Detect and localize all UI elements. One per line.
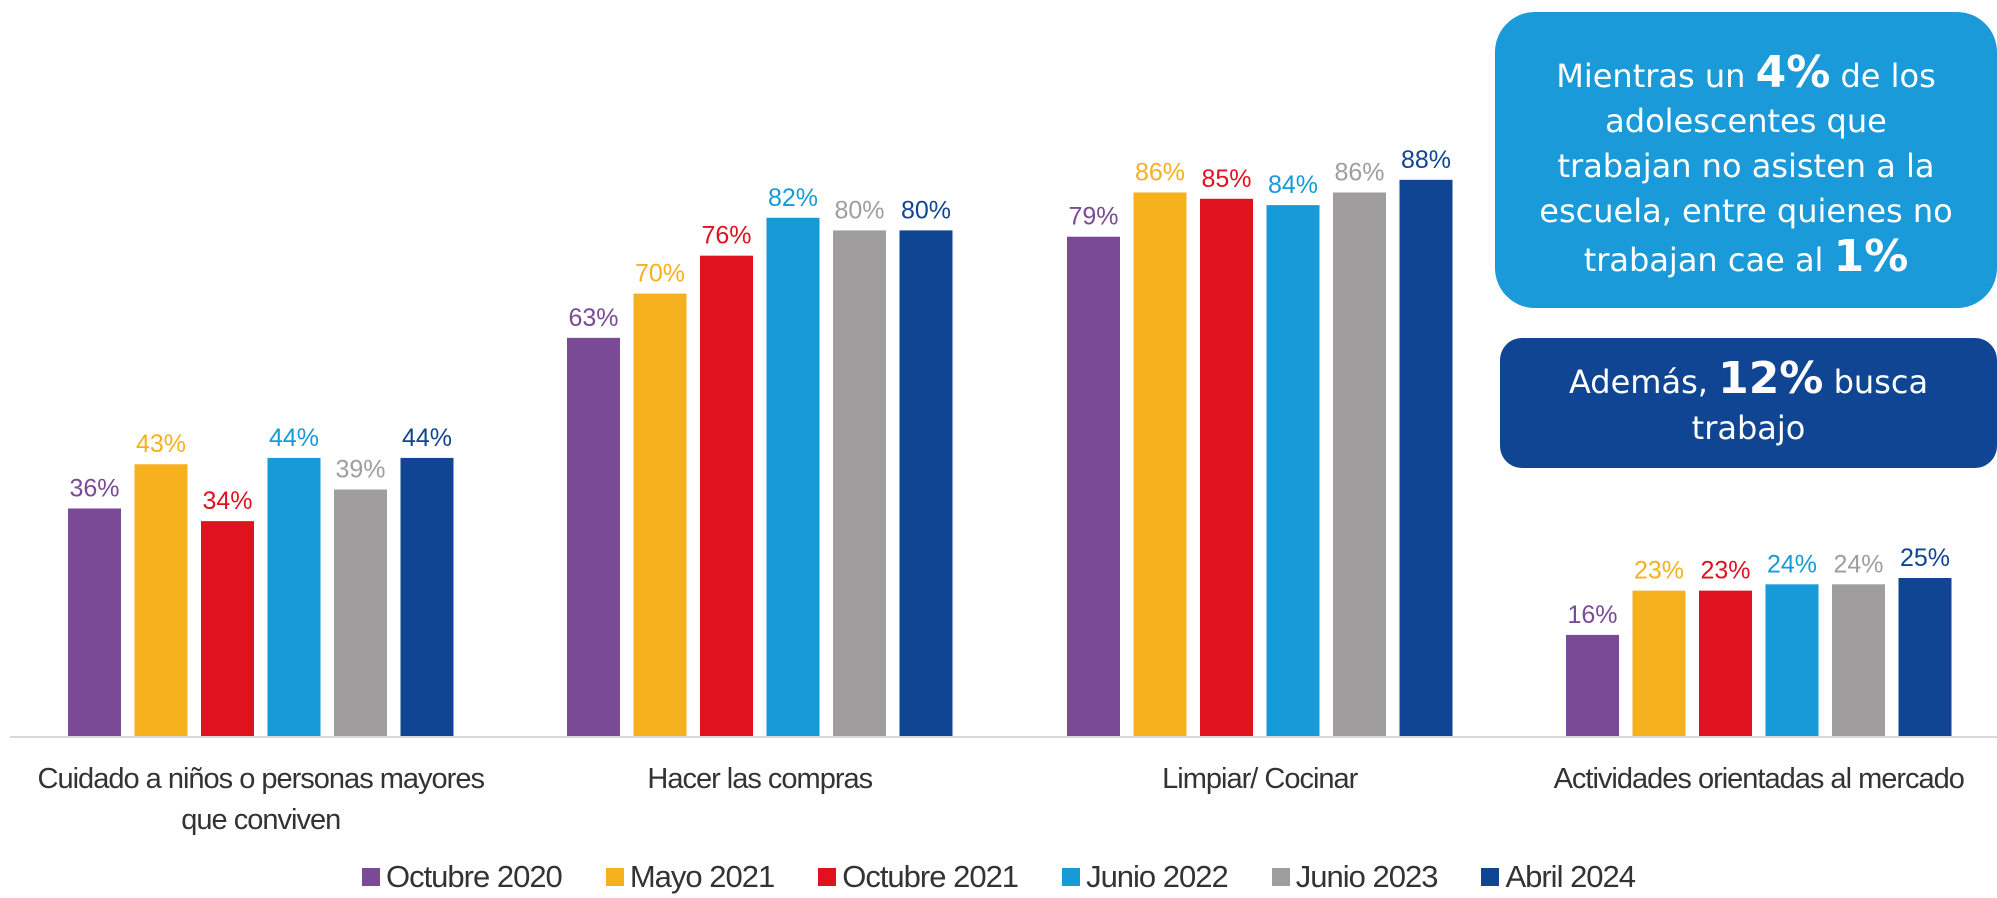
legend-label: Junio 2023 <box>1295 859 1439 894</box>
callout-highlight: 1% <box>1833 231 1909 282</box>
bar <box>201 521 254 736</box>
callout-highlight: 12% <box>1718 353 1824 404</box>
legend-item: Octubre 2020 <box>361 859 563 895</box>
data-label: 43% <box>136 430 186 458</box>
data-label: 24% <box>1833 550 1883 578</box>
legend-swatch <box>605 868 624 886</box>
legend-label: Octubre 2020 <box>385 859 563 894</box>
legend-item: Junio 2022 <box>1062 859 1229 895</box>
data-label: 44% <box>269 424 319 452</box>
bar <box>833 230 886 736</box>
bar <box>1067 236 1120 736</box>
bar <box>400 457 454 736</box>
data-label: 34% <box>202 487 252 515</box>
bar <box>899 230 953 736</box>
bar <box>700 255 753 736</box>
bar <box>1566 634 1619 736</box>
legend-item: Mayo 2021 <box>605 859 775 895</box>
bar <box>134 464 188 736</box>
data-label: 44% <box>402 424 452 452</box>
category-label: que conviven <box>181 804 340 836</box>
legend-swatch <box>1481 868 1500 886</box>
data-label: 39% <box>335 456 385 484</box>
data-label: 88% <box>1401 146 1451 174</box>
category-label: Limpiar/ Cocinar <box>1162 763 1358 795</box>
data-label: 76% <box>701 222 751 250</box>
callout-text: trabajo <box>1691 409 1806 447</box>
callout-highlight: 4% <box>1755 47 1831 98</box>
bar <box>334 489 387 736</box>
data-label: 70% <box>635 260 685 288</box>
bar <box>633 293 687 736</box>
data-label: 85% <box>1201 165 1251 193</box>
data-label: 23% <box>1700 557 1750 585</box>
category-label: Actividades orientadas al mercado <box>1554 763 1964 795</box>
legend-swatch <box>1062 868 1081 886</box>
bar <box>1832 584 1885 736</box>
legend-label: Octubre 2021 <box>842 859 1019 894</box>
data-label: 79% <box>1068 203 1118 231</box>
data-label: 63% <box>568 304 618 332</box>
data-label: 80% <box>901 196 951 224</box>
bar <box>1133 192 1187 737</box>
callout-text: trabajan no asisten a la <box>1557 147 1935 185</box>
legend-swatch <box>1271 868 1290 886</box>
callout-text: Mientras un <box>1556 57 1756 95</box>
legend-item: Junio 2023 <box>1271 859 1439 895</box>
callout-attendance: Mientras un 4% de los adolescentes que t… <box>1495 12 1997 308</box>
legend-label: Abril 2024 <box>1505 859 1636 894</box>
chart-legend: Octubre 2020 Mayo 2021 Octubre 2021 Junio 2… <box>0 859 1997 895</box>
bar <box>1699 590 1752 736</box>
bar <box>1898 578 1952 736</box>
data-label: 16% <box>1567 601 1617 629</box>
bar <box>1765 584 1819 736</box>
data-label: 25% <box>1900 544 1950 572</box>
callout-job-search: Además, 12% busca trabajo <box>1500 338 1997 468</box>
bar <box>1399 179 1453 737</box>
legend-label: Mayo 2021 <box>629 859 775 894</box>
legend-item: Abril 2024 <box>1481 859 1636 895</box>
category-label: Cuidado a niños o personas mayores <box>38 763 485 795</box>
callout-text: de los <box>1830 57 1936 95</box>
bar <box>1632 590 1686 736</box>
callout-text: Además, <box>1568 363 1719 401</box>
legend-item: Octubre 2021 <box>818 859 1019 895</box>
data-label: 86% <box>1334 158 1384 186</box>
data-label: 82% <box>768 184 818 212</box>
callout-text: adolescentes que <box>1605 102 1887 140</box>
bar <box>267 457 321 736</box>
legend-label: Junio 2022 <box>1086 859 1229 894</box>
callout-text: busca <box>1823 363 1929 401</box>
bar <box>68 508 121 736</box>
data-label: 23% <box>1634 557 1684 585</box>
bar <box>567 337 620 736</box>
legend-swatch <box>361 868 380 886</box>
bar <box>766 217 820 736</box>
data-label: 36% <box>69 474 119 502</box>
category-label: Hacer las compras <box>647 763 872 795</box>
callout-text: trabajan cae al <box>1583 241 1834 279</box>
bar <box>1333 192 1386 737</box>
data-label: 24% <box>1767 550 1817 578</box>
bar <box>1200 198 1253 737</box>
data-label: 84% <box>1268 171 1318 199</box>
legend-swatch <box>818 868 837 886</box>
bar <box>1266 205 1320 736</box>
callout-text: escuela, entre quienes no <box>1539 192 1953 230</box>
data-label: 86% <box>1135 158 1185 186</box>
data-label: 80% <box>834 196 884 224</box>
